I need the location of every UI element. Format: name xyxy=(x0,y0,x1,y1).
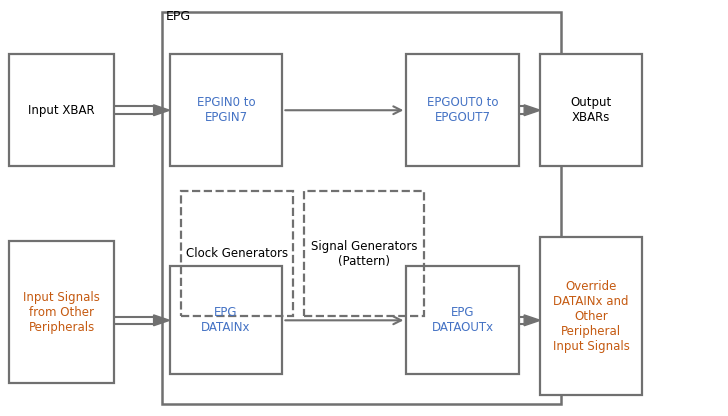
Bar xyxy=(9,54,114,166)
Polygon shape xyxy=(154,105,170,116)
Text: Signal Generators
(Pattern): Signal Generators (Pattern) xyxy=(311,240,418,268)
Polygon shape xyxy=(524,105,540,116)
Bar xyxy=(406,54,519,166)
Text: EPG: EPG xyxy=(166,10,191,23)
Bar xyxy=(304,191,424,316)
Bar xyxy=(540,54,642,166)
Text: EPG
DATAOUTx: EPG DATAOUTx xyxy=(432,306,494,334)
Polygon shape xyxy=(524,315,540,326)
Text: EPGOUT0 to
EPGOUT7: EPGOUT0 to EPGOUT7 xyxy=(427,96,499,124)
Bar xyxy=(9,241,114,383)
Bar xyxy=(181,191,293,316)
Text: Override
DATAINx and
Other
Peripheral
Input Signals: Override DATAINx and Other Peripheral In… xyxy=(553,280,630,353)
Text: Input Signals
from Other
Peripherals: Input Signals from Other Peripherals xyxy=(23,290,100,334)
Text: Clock Generators: Clock Generators xyxy=(186,247,288,260)
Bar xyxy=(162,12,561,404)
Text: EPGIN0 to
EPGIN7: EPGIN0 to EPGIN7 xyxy=(197,96,256,124)
Bar xyxy=(170,266,282,374)
Bar xyxy=(540,237,642,395)
Bar xyxy=(170,54,282,166)
Text: Input XBAR: Input XBAR xyxy=(28,104,95,117)
Text: Output
XBARs: Output XBARs xyxy=(571,96,612,124)
Polygon shape xyxy=(154,315,170,326)
Text: EPG
DATAINx: EPG DATAINx xyxy=(202,306,250,334)
Bar xyxy=(406,266,519,374)
